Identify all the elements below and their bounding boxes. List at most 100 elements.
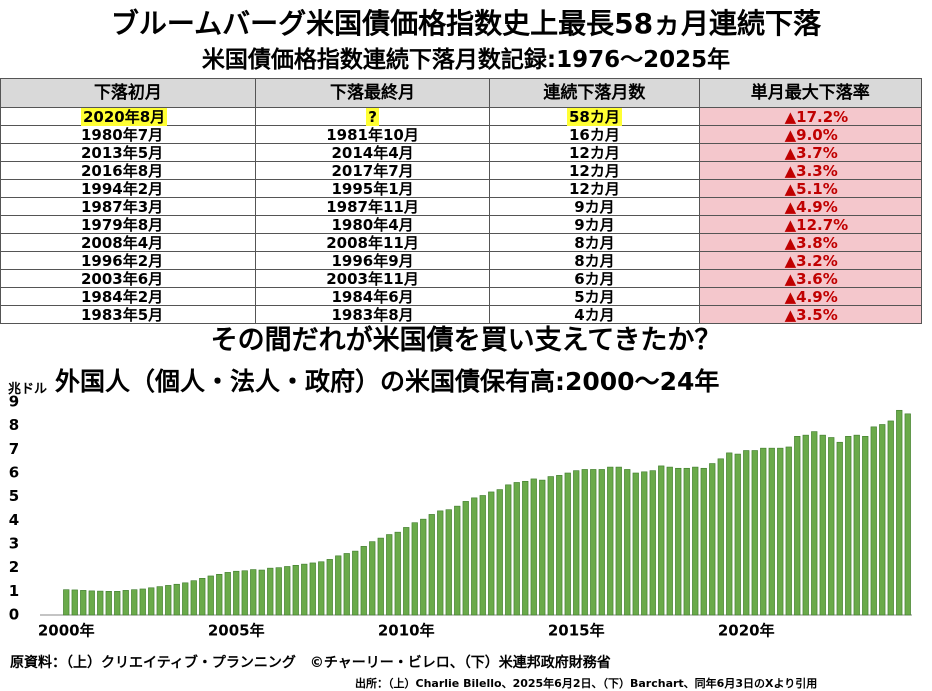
- y-tick-label: 2: [9, 558, 19, 576]
- table-cell: ▲17.2%: [698, 107, 923, 126]
- bar: [488, 491, 495, 616]
- bar: [471, 497, 478, 616]
- cell-text: 12カ月: [568, 161, 620, 180]
- bar: [590, 469, 597, 616]
- bar: [428, 514, 435, 616]
- bar: [454, 505, 461, 616]
- table-cell: ▲9.0%: [698, 125, 923, 144]
- table-cell: 8カ月: [489, 233, 700, 252]
- table-cell: 2003年11月: [254, 269, 491, 288]
- cell-text: 1983年5月: [81, 305, 164, 324]
- bar: [224, 572, 231, 616]
- cell-text: ▲17.2%: [784, 107, 849, 126]
- table-cell: 2003年6月: [0, 269, 256, 288]
- bar: [794, 436, 801, 616]
- bar: [156, 586, 163, 616]
- credit: 出所：（上）Charlie Bilello、2025年6月2日、（下）Barch…: [355, 677, 818, 690]
- cell-text: 1980年7月: [81, 125, 164, 144]
- cell-text: 16カ月: [568, 125, 620, 144]
- table-cell: ▲3.6%: [698, 269, 923, 288]
- cell-text: 4カ月: [574, 305, 615, 324]
- bar: [182, 582, 189, 616]
- bar: [445, 509, 452, 616]
- bar: [369, 541, 376, 616]
- cell-text: 12カ月: [568, 143, 620, 162]
- cell-text: 1979年8月: [81, 215, 164, 234]
- bar: [539, 479, 546, 616]
- bar: [131, 589, 138, 616]
- table-row: 2016年8月 2017年7月 12カ月 ▲3.3%: [0, 161, 923, 180]
- table-cell: 12カ月: [489, 161, 700, 180]
- table-row: 1980年7月 1981年10月 16カ月 ▲9.0%: [0, 125, 923, 144]
- bar: [845, 436, 852, 616]
- bar: [641, 471, 648, 616]
- x-tick-label: 2010年: [378, 622, 435, 640]
- table-cell: 1984年2月: [0, 287, 256, 306]
- table-cell: 1980年4月: [254, 215, 491, 234]
- table-row: 1984年2月 1984年6月 5カ月 ▲4.9%: [0, 287, 923, 306]
- bar: [343, 553, 350, 616]
- bar: [496, 489, 503, 616]
- bar: [386, 534, 393, 616]
- cell-text: 1981年10月: [326, 125, 419, 144]
- table-row: 2008年4月 2008年11月 8カ月 ▲3.8%: [0, 233, 923, 252]
- bar: [666, 466, 673, 616]
- bar: [241, 570, 248, 616]
- table-cell: 1995年1月: [254, 179, 491, 198]
- table-cell: ▲12.7%: [698, 215, 923, 234]
- cell-text: 1987年3月: [81, 197, 164, 216]
- bar: [284, 566, 291, 616]
- bar: [743, 450, 750, 616]
- cell-text: 9カ月: [574, 215, 615, 234]
- bar: [777, 447, 784, 616]
- table-row: 2013年5月 2014年4月 12カ月 ▲3.7%: [0, 143, 923, 162]
- header-cell: 下落最終月: [254, 78, 491, 108]
- bar: [683, 467, 690, 616]
- cell-text: ▲4.9%: [784, 197, 838, 216]
- table-cell: 2008年4月: [0, 233, 256, 252]
- table-cell: 12カ月: [489, 179, 700, 198]
- table-cell: 2008年11月: [254, 233, 491, 252]
- bar: [760, 447, 767, 616]
- bar: [173, 583, 180, 616]
- bar: [530, 478, 537, 616]
- table-cell: 2014年4月: [254, 143, 491, 162]
- table-cell: 1981年10月: [254, 125, 491, 144]
- bar: [513, 482, 520, 616]
- header-cell: 単月最大下落率: [698, 78, 923, 108]
- y-tick-label: 5: [9, 487, 19, 505]
- cell-text: 1984年6月: [331, 287, 414, 306]
- cell-text: 1995年1月: [331, 179, 414, 198]
- bar: [88, 590, 95, 616]
- table-cell: 1980年7月: [0, 125, 256, 144]
- title: ブルームバーグ米国債価格指数史上最長58ヵ月連続下落: [110, 7, 822, 40]
- table-cell: 4カ月: [489, 305, 700, 324]
- bar: [479, 495, 486, 616]
- headline: その間だれが米国債を買い支えてきたか？: [210, 325, 722, 356]
- cell-text: ▲3.8%: [784, 233, 838, 252]
- subtitle: 米国債価格指数連続下落月数記録:1976〜2025年: [201, 47, 731, 73]
- table-cell: 6カ月: [489, 269, 700, 288]
- bar: [836, 441, 843, 616]
- y-tick-label: 3: [9, 535, 19, 553]
- header-cell: 下落初月: [0, 78, 256, 108]
- bar: [411, 522, 418, 616]
- y-axis-label: 兆ドル: [8, 382, 48, 397]
- y-tick-label: 4: [9, 511, 19, 529]
- table-cell: 1994年2月: [0, 179, 256, 198]
- bar: [649, 470, 656, 616]
- y-tick-label: 7: [9, 440, 19, 458]
- table-cell: ▲5.1%: [698, 179, 923, 198]
- bar: [904, 413, 911, 616]
- table-cell: 9カ月: [489, 215, 700, 234]
- bar: [326, 559, 333, 616]
- table-cell: ▲3.5%: [698, 305, 923, 324]
- bar: [819, 434, 826, 616]
- bar: [785, 446, 792, 616]
- bar: [377, 537, 384, 616]
- y-tick-label: 0: [9, 606, 19, 624]
- table-row: 1996年2月 1996年9月 8カ月 ▲3.2%: [0, 251, 923, 270]
- bar: [394, 531, 401, 616]
- x-tick-label: 2005年: [208, 622, 265, 640]
